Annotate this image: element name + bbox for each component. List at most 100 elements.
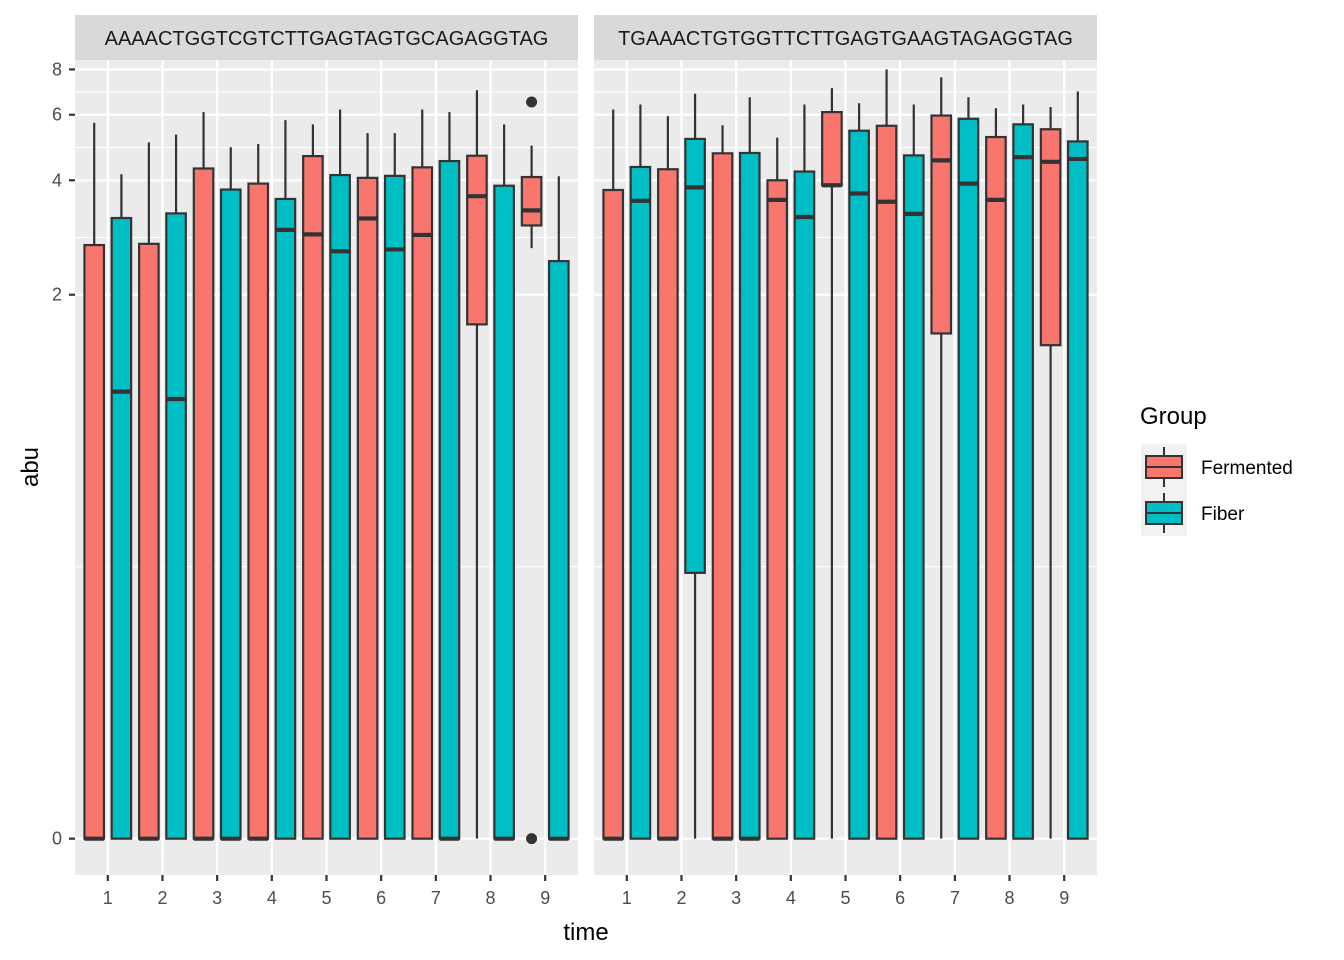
box-rect — [930, 114, 953, 335]
x-tick-label: 3 — [212, 888, 222, 908]
box-rect — [657, 168, 679, 840]
x-tick-label: 5 — [321, 888, 331, 908]
box-fermented-time-6 — [356, 133, 379, 840]
x-tick-label: 1 — [103, 888, 113, 908]
box-rect — [520, 175, 543, 227]
strip-label: AAAACTGGTCGTCTTGAGTAGTGCAGAGGTAG — [105, 28, 549, 50]
box-rect — [602, 188, 625, 840]
strip-background — [594, 15, 1097, 60]
x-tick-label: 3 — [731, 888, 741, 908]
y-tick-label: 6 — [52, 105, 62, 125]
legend-key-fermented — [1145, 447, 1183, 487]
box-rect — [985, 135, 1007, 840]
outlier-point — [526, 833, 538, 845]
box-fiber-time-2 — [684, 93, 706, 839]
box-fiber-time-2 — [165, 134, 187, 840]
box-rect — [957, 117, 980, 840]
strip-background — [75, 15, 578, 60]
box-fermented-time-8 — [466, 90, 488, 839]
x-axis: 1 2 3 4 5 6 7 8 9 — [103, 875, 550, 908]
y-tick-label: 4 — [52, 170, 62, 190]
box-fiber-time-3 — [738, 97, 761, 841]
y-tick-label: 0 — [52, 829, 62, 849]
box-rect — [1039, 128, 1062, 347]
box-rect — [493, 184, 515, 840]
facet-panel-2: TGAAACTGTGGTTCTTGAGTGAAGTAGAGGTAG 1 2 3 4 5 6… — [594, 15, 1097, 908]
box-rect — [793, 170, 816, 840]
x-tick-label: 4 — [786, 888, 796, 908]
y-tick-label: 8 — [52, 59, 62, 79]
box-rect — [192, 167, 215, 840]
box-fiber-time-9 — [547, 176, 570, 841]
x-tick-label: 9 — [540, 888, 550, 908]
box-fermented-time-7 — [930, 77, 953, 839]
boxes — [83, 90, 570, 845]
box-rect — [383, 174, 406, 840]
box-rect — [766, 179, 789, 840]
y-axis: 0 2 4 6 8 — [52, 59, 75, 849]
box-rect — [247, 182, 270, 840]
box-fermented-time-9 — [1039, 106, 1062, 839]
box-rect — [165, 212, 187, 840]
box-rect — [329, 173, 351, 840]
x-tick-label: 7 — [431, 888, 441, 908]
x-tick-label: 8 — [486, 888, 496, 908]
box-rect — [411, 166, 434, 840]
legend-label-fiber: Fiber — [1201, 504, 1245, 525]
x-tick-label: 2 — [676, 888, 686, 908]
strip-label: TGAAACTGTGGTTCTTGAGTGAAGTAGAGGTAG — [618, 28, 1073, 50]
box-fiber-time-6 — [902, 104, 925, 840]
box-fiber-time-7 — [957, 97, 980, 840]
legend-label-fermented: Fermented — [1201, 458, 1293, 479]
box-fermented-time-5 — [821, 88, 843, 839]
box-rect — [711, 152, 734, 840]
box-rect — [684, 137, 706, 574]
x-tick-label: 4 — [267, 888, 277, 908]
box-fermented-time-4 — [766, 137, 789, 840]
x-tick-label: 6 — [376, 888, 386, 908]
y-axis-title: abu — [17, 447, 44, 487]
box-rect — [902, 154, 925, 840]
box-fiber-time-4 — [274, 120, 297, 840]
box-fermented-time-1 — [602, 109, 625, 841]
box-fiber-time-1 — [110, 174, 133, 840]
box-fermented-time-3 — [192, 112, 215, 841]
box-fermented-time-2 — [138, 142, 160, 841]
x-tick-label: 1 — [622, 888, 632, 908]
legend-title: Group — [1140, 403, 1207, 430]
box-rect — [83, 243, 106, 840]
box-fiber-time-7 — [438, 112, 461, 841]
box-rect — [466, 154, 488, 326]
box-rect — [302, 155, 324, 840]
box-fermented-time-9 — [520, 96, 543, 845]
box-rect — [629, 165, 652, 840]
x-axis-title: time — [563, 919, 608, 946]
box-fermented-time-7 — [411, 109, 434, 840]
box-fiber-time-8 — [1012, 104, 1034, 840]
box-fiber-time-6 — [383, 133, 406, 840]
x-tick-label: 5 — [840, 888, 850, 908]
boxes — [602, 69, 1089, 841]
box-fermented-time-8 — [985, 108, 1007, 840]
box-rect — [138, 242, 160, 840]
x-tick-label: 7 — [950, 888, 960, 908]
x-tick-label: 6 — [895, 888, 905, 908]
box-fiber-time-5 — [329, 109, 351, 840]
box-fermented-time-4 — [247, 144, 270, 841]
legend-key-fiber — [1145, 493, 1183, 533]
box-fiber-time-5 — [848, 103, 870, 840]
box-fiber-time-1 — [629, 104, 652, 840]
box-fiber-time-9 — [1066, 91, 1089, 840]
x-tick-label: 2 — [157, 888, 167, 908]
box-rect — [1066, 140, 1089, 840]
box-rect — [1012, 123, 1034, 840]
box-rect — [738, 151, 761, 840]
legend: Group Fermented Fiber — [1140, 403, 1293, 536]
box-rect — [274, 197, 297, 840]
box-rect — [356, 176, 379, 840]
box-rect — [110, 216, 133, 840]
box-rect — [547, 260, 570, 840]
box-fermented-time-1 — [83, 122, 106, 841]
box-fermented-time-5 — [302, 124, 324, 840]
